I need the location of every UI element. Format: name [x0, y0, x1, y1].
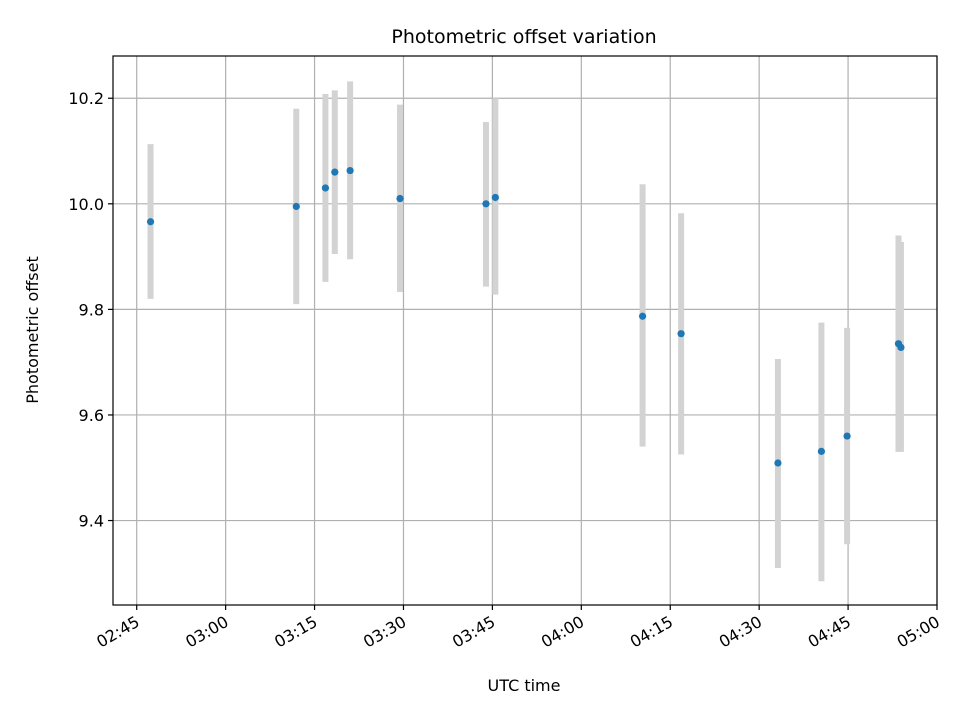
y-tick-label: 10.0	[68, 195, 104, 214]
x-axis-label: UTC time	[488, 676, 561, 695]
data-point	[843, 432, 851, 440]
data-point	[346, 166, 354, 175]
grid	[113, 56, 938, 605]
x-tick-label: 04:00	[538, 612, 587, 652]
data-points	[146, 166, 905, 467]
x-tick-label: 04:45	[805, 612, 854, 652]
y-axis-label: Photometric offset	[23, 256, 42, 404]
data-point	[331, 168, 339, 176]
error-bars	[147, 81, 904, 582]
y-tick-label: 10.2	[68, 89, 104, 108]
data-point	[321, 184, 330, 192]
x-tick-label: 03:00	[182, 612, 231, 652]
x-tick-label: 05:00	[894, 612, 943, 652]
data-point	[638, 312, 647, 320]
x-tick-label: 03:30	[360, 612, 409, 652]
y-tick-label: 9.8	[79, 300, 104, 319]
x-tick-label: 04:30	[716, 612, 765, 652]
y-tick-label: 9.4	[79, 512, 104, 531]
data-point	[897, 343, 905, 351]
x-tick-label: 03:45	[449, 612, 498, 652]
data-point	[292, 202, 300, 211]
plot-frame	[112, 55, 938, 606]
x-tick-label: 04:15	[627, 612, 676, 652]
x-tick-label: 02:45	[93, 612, 142, 652]
data-point	[482, 200, 490, 208]
x-tick-label: 03:15	[271, 612, 320, 652]
y-tick-label: 9.6	[79, 406, 104, 425]
chart-title: Photometric offset variation	[391, 26, 656, 48]
data-point	[817, 447, 826, 455]
data-point	[146, 218, 155, 226]
data-point	[491, 193, 499, 202]
data-point	[677, 330, 685, 338]
data-point	[774, 459, 782, 467]
data-point	[396, 194, 404, 203]
x-axis: 02:45 03:00 03:15 03:30 03:45 04:00 04:15 04:30…	[93, 605, 943, 652]
y-axis: 9.4 9.6 9.8 10.0 10.2	[68, 89, 113, 531]
